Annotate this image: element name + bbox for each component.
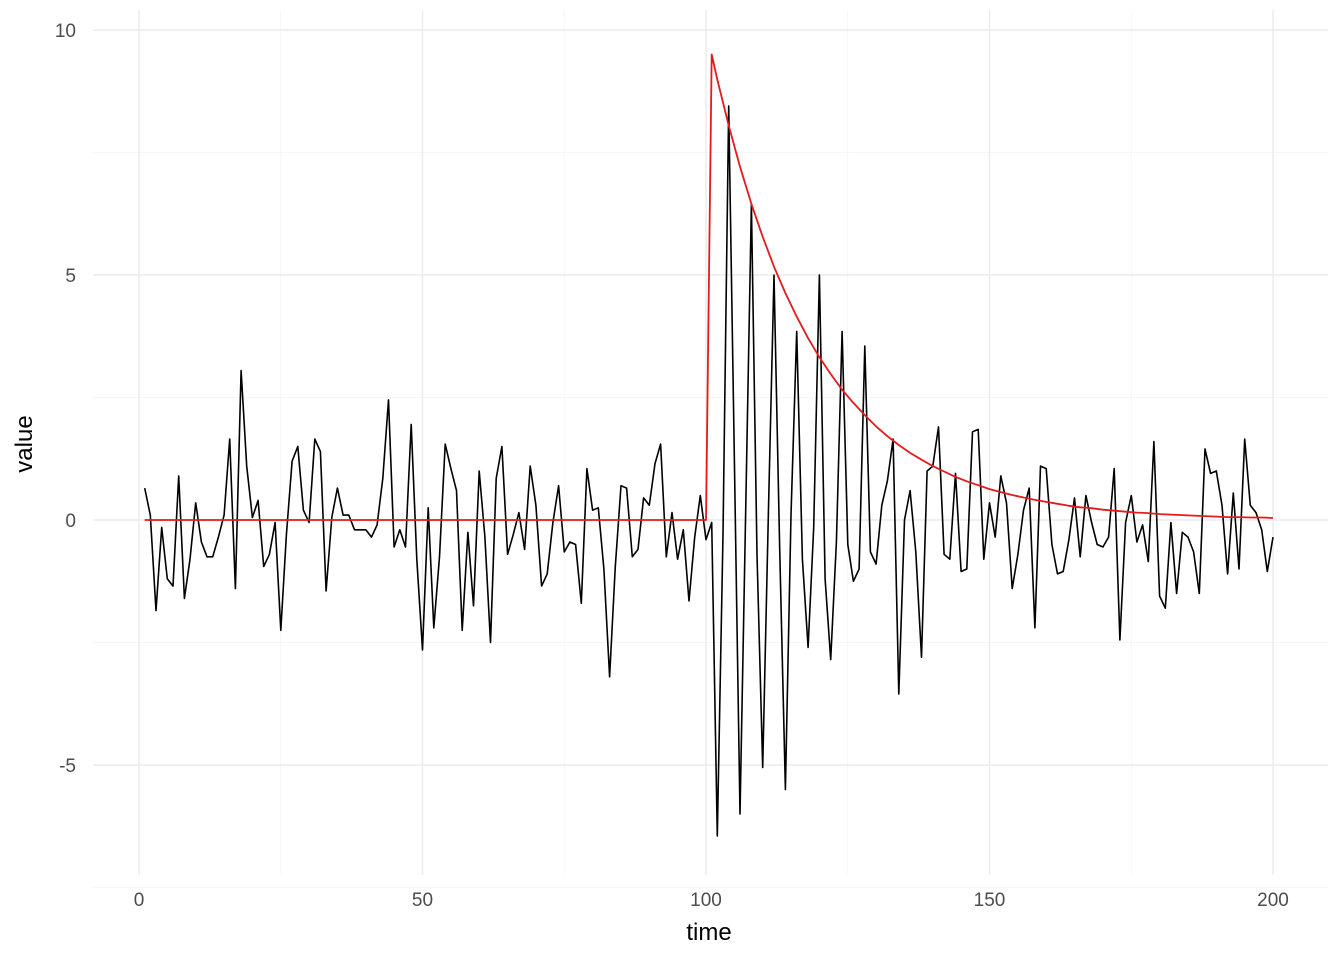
x-tick-label: 0 (134, 890, 145, 911)
y-axis-tick-labels: -5 0 5 10 (55, 21, 76, 777)
series-layer (143, 53, 1274, 837)
series-line-decay (144, 53, 1274, 521)
x-tick-label: 100 (690, 890, 722, 911)
x-axis-title: time (686, 919, 731, 946)
x-axis-tick-labels: 0 50 100 150 200 (134, 890, 1289, 911)
y-tick-label: 5 (65, 266, 76, 287)
x-tick-label: 200 (1257, 890, 1289, 911)
y-axis-title: value (11, 415, 38, 472)
y-tick-label: 0 (65, 511, 76, 532)
minor-gridlines (93, 10, 1328, 888)
x-tick-label: 50 (412, 890, 433, 911)
y-tick-label: 10 (55, 21, 76, 42)
y-tick-label: -5 (59, 756, 76, 777)
major-gridlines (93, 10, 1328, 875)
x-tick-label: 150 (974, 890, 1006, 911)
series-line-noisy (143, 105, 1274, 837)
